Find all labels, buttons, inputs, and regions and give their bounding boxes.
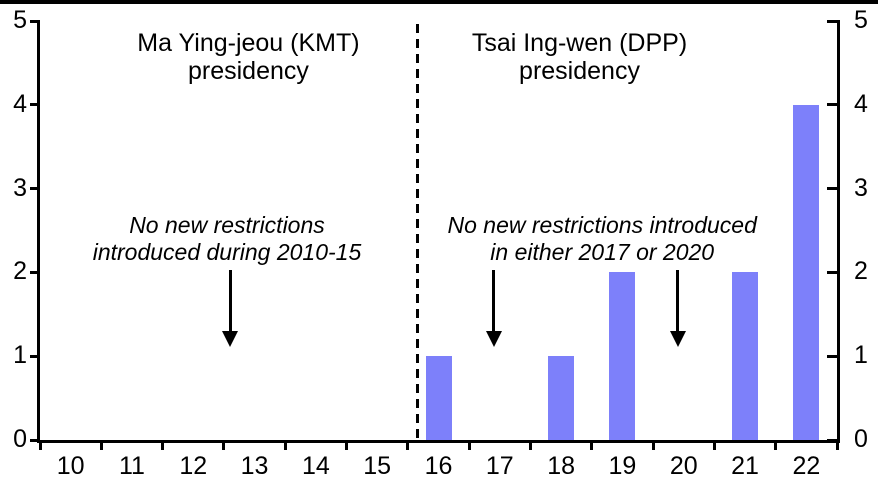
down-arrow-icon xyxy=(485,331,502,347)
y-axis-left-spine xyxy=(37,20,40,443)
y-axis-label-left: 5 xyxy=(13,6,27,34)
x-axis-label: 13 xyxy=(240,452,269,480)
x-tick xyxy=(528,440,532,450)
x-axis-label: 17 xyxy=(485,452,514,480)
bar xyxy=(732,272,759,440)
y-axis-label-left: 1 xyxy=(13,341,27,370)
y-tick-right xyxy=(827,187,837,191)
y-tick-left xyxy=(30,103,40,107)
annotation-no-restrictions-2010-15: No new restrictions introduced during 20… xyxy=(93,212,362,266)
y-axis-label-right: 4 xyxy=(854,89,868,118)
bar xyxy=(609,272,636,440)
x-axis-label: 16 xyxy=(424,452,453,480)
x-axis-label: 12 xyxy=(179,452,208,480)
region-label-line: Tsai Ing-wen (DPP) xyxy=(471,29,688,57)
y-axis-label-right: 1 xyxy=(854,341,868,370)
y-tick-left xyxy=(30,354,40,358)
x-axis-label: 21 xyxy=(731,452,759,480)
x-tick xyxy=(161,440,165,450)
x-axis-line xyxy=(37,440,840,443)
y-axis-label-right: 5 xyxy=(854,6,868,34)
y-tick-left xyxy=(30,19,40,23)
bar xyxy=(548,356,575,440)
x-axis-label: 14 xyxy=(301,452,330,480)
y-axis-label-right: 3 xyxy=(854,173,868,202)
down-arrow-stem xyxy=(492,270,496,332)
region-label-line: presidency xyxy=(519,57,640,85)
y-tick-left xyxy=(30,270,40,274)
x-tick xyxy=(774,440,778,450)
annotation-no-restrictions-2017-2020: No new restrictions introduced in either… xyxy=(448,212,757,266)
region-label-line: Ma Ying-jeou (KMT) xyxy=(137,29,360,57)
x-tick xyxy=(345,440,349,450)
x-tick xyxy=(222,440,226,450)
x-axis-label: 20 xyxy=(669,452,698,480)
x-axis-label: 11 xyxy=(118,452,145,480)
annotation-line: No new restrictions xyxy=(129,212,325,238)
x-axis-label: 18 xyxy=(547,452,576,480)
x-axis-label: 22 xyxy=(792,452,821,480)
annotation-line: No new restrictions introduced xyxy=(447,212,757,238)
y-tick-left xyxy=(30,438,40,442)
y-axis-label-right: 0 xyxy=(854,425,868,453)
y-tick-right xyxy=(827,438,837,442)
down-arrow-stem xyxy=(228,270,232,332)
y-tick-right xyxy=(827,19,837,23)
y-axis-label-left: 3 xyxy=(13,173,27,202)
x-tick xyxy=(590,440,594,450)
presidency-divider-line xyxy=(416,24,420,440)
x-tick xyxy=(835,440,839,450)
x-axis-label: 15 xyxy=(363,452,392,480)
x-tick xyxy=(99,440,103,450)
region-label-line: presidency xyxy=(187,57,309,85)
x-tick xyxy=(467,440,471,450)
region-label-dpp-presidency: Tsai Ing-wen (DPP) presidency xyxy=(472,29,687,85)
x-axis-label: 10 xyxy=(56,452,85,480)
region-label-kmt-presidency: Ma Ying-jeou (KMT) presidency xyxy=(137,29,359,85)
x-tick xyxy=(651,440,655,450)
y-axis-label-left: 2 xyxy=(13,257,27,286)
x-tick xyxy=(712,440,716,450)
annotation-line: in either 2017 or 2020 xyxy=(490,239,715,265)
x-tick xyxy=(406,440,410,450)
y-tick-left xyxy=(30,187,40,191)
y-axis-right-spine xyxy=(837,20,840,443)
y-axis-label-left: 4 xyxy=(13,89,27,118)
x-axis-label: 19 xyxy=(608,452,637,480)
y-tick-right xyxy=(827,103,837,107)
down-arrow-icon xyxy=(669,331,686,347)
x-tick xyxy=(38,440,42,450)
annotation-line: introduced during 2010-15 xyxy=(92,239,362,265)
top-rule xyxy=(0,0,878,4)
down-arrow-stem xyxy=(676,270,680,332)
bar xyxy=(425,356,452,440)
x-tick xyxy=(283,440,287,450)
y-axis-label-left: 0 xyxy=(13,425,27,453)
down-arrow-icon xyxy=(222,331,239,347)
y-axis-label-right: 2 xyxy=(854,257,868,286)
bar xyxy=(793,104,820,440)
y-tick-right xyxy=(827,270,837,274)
y-tick-right xyxy=(827,354,837,358)
